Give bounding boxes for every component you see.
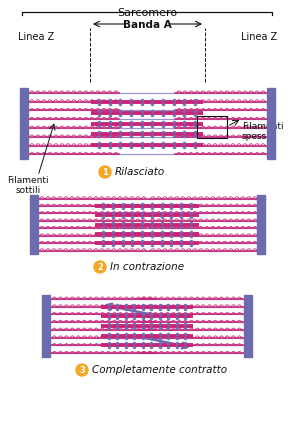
Circle shape bbox=[76, 364, 88, 376]
Text: Filamenti
spessi: Filamenti spessi bbox=[242, 121, 283, 141]
Text: Filamenti
sottili: Filamenti sottili bbox=[7, 176, 49, 195]
Bar bbox=[197, 116, 227, 137]
Bar bbox=[19, 88, 27, 159]
Text: 2: 2 bbox=[97, 263, 103, 271]
Bar bbox=[30, 194, 37, 254]
Text: 1: 1 bbox=[102, 168, 108, 176]
Text: Completamente contratto: Completamente contratto bbox=[92, 365, 227, 375]
Text: Rilasciato: Rilasciato bbox=[115, 167, 165, 177]
Text: Sarcomero: Sarcomero bbox=[117, 8, 177, 18]
Circle shape bbox=[99, 166, 111, 178]
Text: Linea Z: Linea Z bbox=[241, 32, 277, 42]
Text: Banda A: Banda A bbox=[123, 20, 171, 30]
Text: Linea Z: Linea Z bbox=[18, 32, 54, 42]
Bar bbox=[266, 88, 275, 159]
Text: 3: 3 bbox=[79, 366, 85, 374]
Bar bbox=[42, 295, 50, 357]
Circle shape bbox=[94, 261, 106, 273]
Text: In contrazione: In contrazione bbox=[110, 262, 184, 272]
Bar bbox=[256, 194, 265, 254]
Bar bbox=[244, 295, 252, 357]
